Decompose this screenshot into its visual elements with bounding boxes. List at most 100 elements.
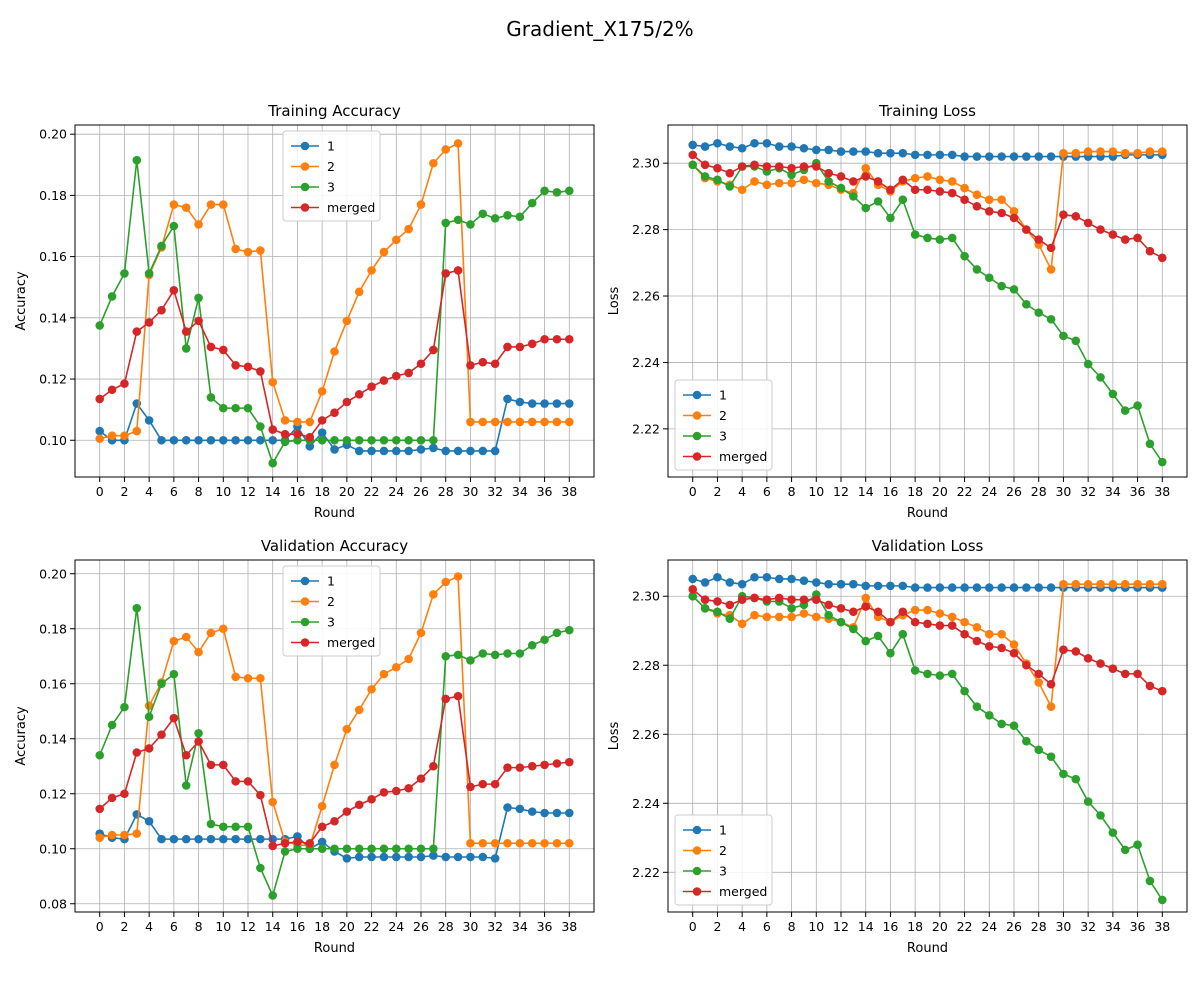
x-tick-label: 14 [265,484,281,499]
data-point [527,399,537,408]
subplot-title: Validation Accuracy [261,537,408,555]
x-tick-label: 24 [981,919,997,934]
data-point [1034,152,1044,161]
data-point [466,417,475,427]
data-point [725,600,735,610]
data-point [194,316,203,326]
data-point [367,382,376,392]
data-point [947,177,957,186]
data-point [540,186,549,196]
data-point [231,777,240,786]
x-tick-label: 12 [833,484,849,499]
data-point [935,187,945,196]
x-tick-label: 30 [462,484,478,499]
data-point [169,713,179,723]
data-point [910,617,920,627]
data-point [453,139,463,148]
data-point [404,368,413,378]
data-point [379,376,389,385]
data-point [391,371,401,381]
data-point [1071,336,1081,346]
y-tick-label: 2.26 [632,289,660,304]
data-point [824,145,833,155]
data-point [206,393,216,402]
data-point [935,235,945,244]
data-point [923,605,932,615]
data-point [811,178,821,188]
x-tick-label: 38 [1154,484,1170,499]
data-point [157,305,166,315]
data-point [997,281,1006,291]
data-point [1096,373,1105,382]
data-point [466,656,475,665]
data-point [132,748,142,757]
data-point [972,622,982,632]
x-tick-label: 32 [1080,919,1096,934]
data-point [564,399,574,408]
data-point [293,435,302,445]
data-point [478,209,488,219]
data-point [997,152,1006,161]
data-point [824,177,833,186]
legend-label: 3 [327,180,335,195]
data-point [935,671,945,680]
data-point [984,583,994,592]
data-point [231,360,240,370]
x-tick-label: 10 [808,919,824,934]
data-point [688,585,698,594]
legend-label: 3 [719,429,727,444]
data-point [1120,845,1130,855]
data-point [107,292,117,301]
y-tick-label: 0.10 [39,841,67,856]
data-point [984,152,994,161]
data-point [935,175,945,185]
x-tick-label: 12 [240,919,256,934]
data-point [1083,147,1093,156]
data-point [1009,648,1019,658]
data-point [503,417,512,427]
data-point [799,143,809,153]
legend-marker [300,203,310,212]
data-point [1034,669,1044,679]
data-point [910,583,920,592]
y-tick-label: 2.24 [632,796,660,811]
data-point [1157,686,1167,696]
data-point [762,180,772,190]
data-point [379,446,389,456]
data-point [552,759,562,768]
data-point [95,394,105,404]
x-tick-label: 14 [858,919,874,934]
data-point [540,399,549,408]
data-point [1145,147,1155,156]
x-axis-label: Round [907,941,948,956]
data-point [441,218,451,228]
data-point [552,399,562,408]
data-point [107,793,117,803]
data-point [243,403,253,413]
data-point [194,293,203,303]
legend-label: merged [327,200,375,215]
x-tick-label: 14 [858,484,874,499]
figure-title: Gradient_X175/2% [506,17,693,41]
data-point [564,838,574,848]
data-point [367,852,376,862]
data-point [725,182,735,191]
data-point [404,844,413,854]
data-point [947,621,957,630]
data-point [886,581,895,591]
data-point [466,360,475,370]
data-point [120,269,129,278]
data-point [194,728,203,738]
data-point [997,195,1006,205]
data-point [206,628,216,638]
data-point [910,173,920,183]
data-point [984,207,994,216]
data-point [861,147,871,156]
data-point [960,617,969,627]
data-point [416,844,426,854]
data-point [1009,152,1019,161]
data-point [1059,645,1068,655]
data-point [1009,213,1019,223]
data-point [342,844,352,854]
data-point [441,852,451,862]
